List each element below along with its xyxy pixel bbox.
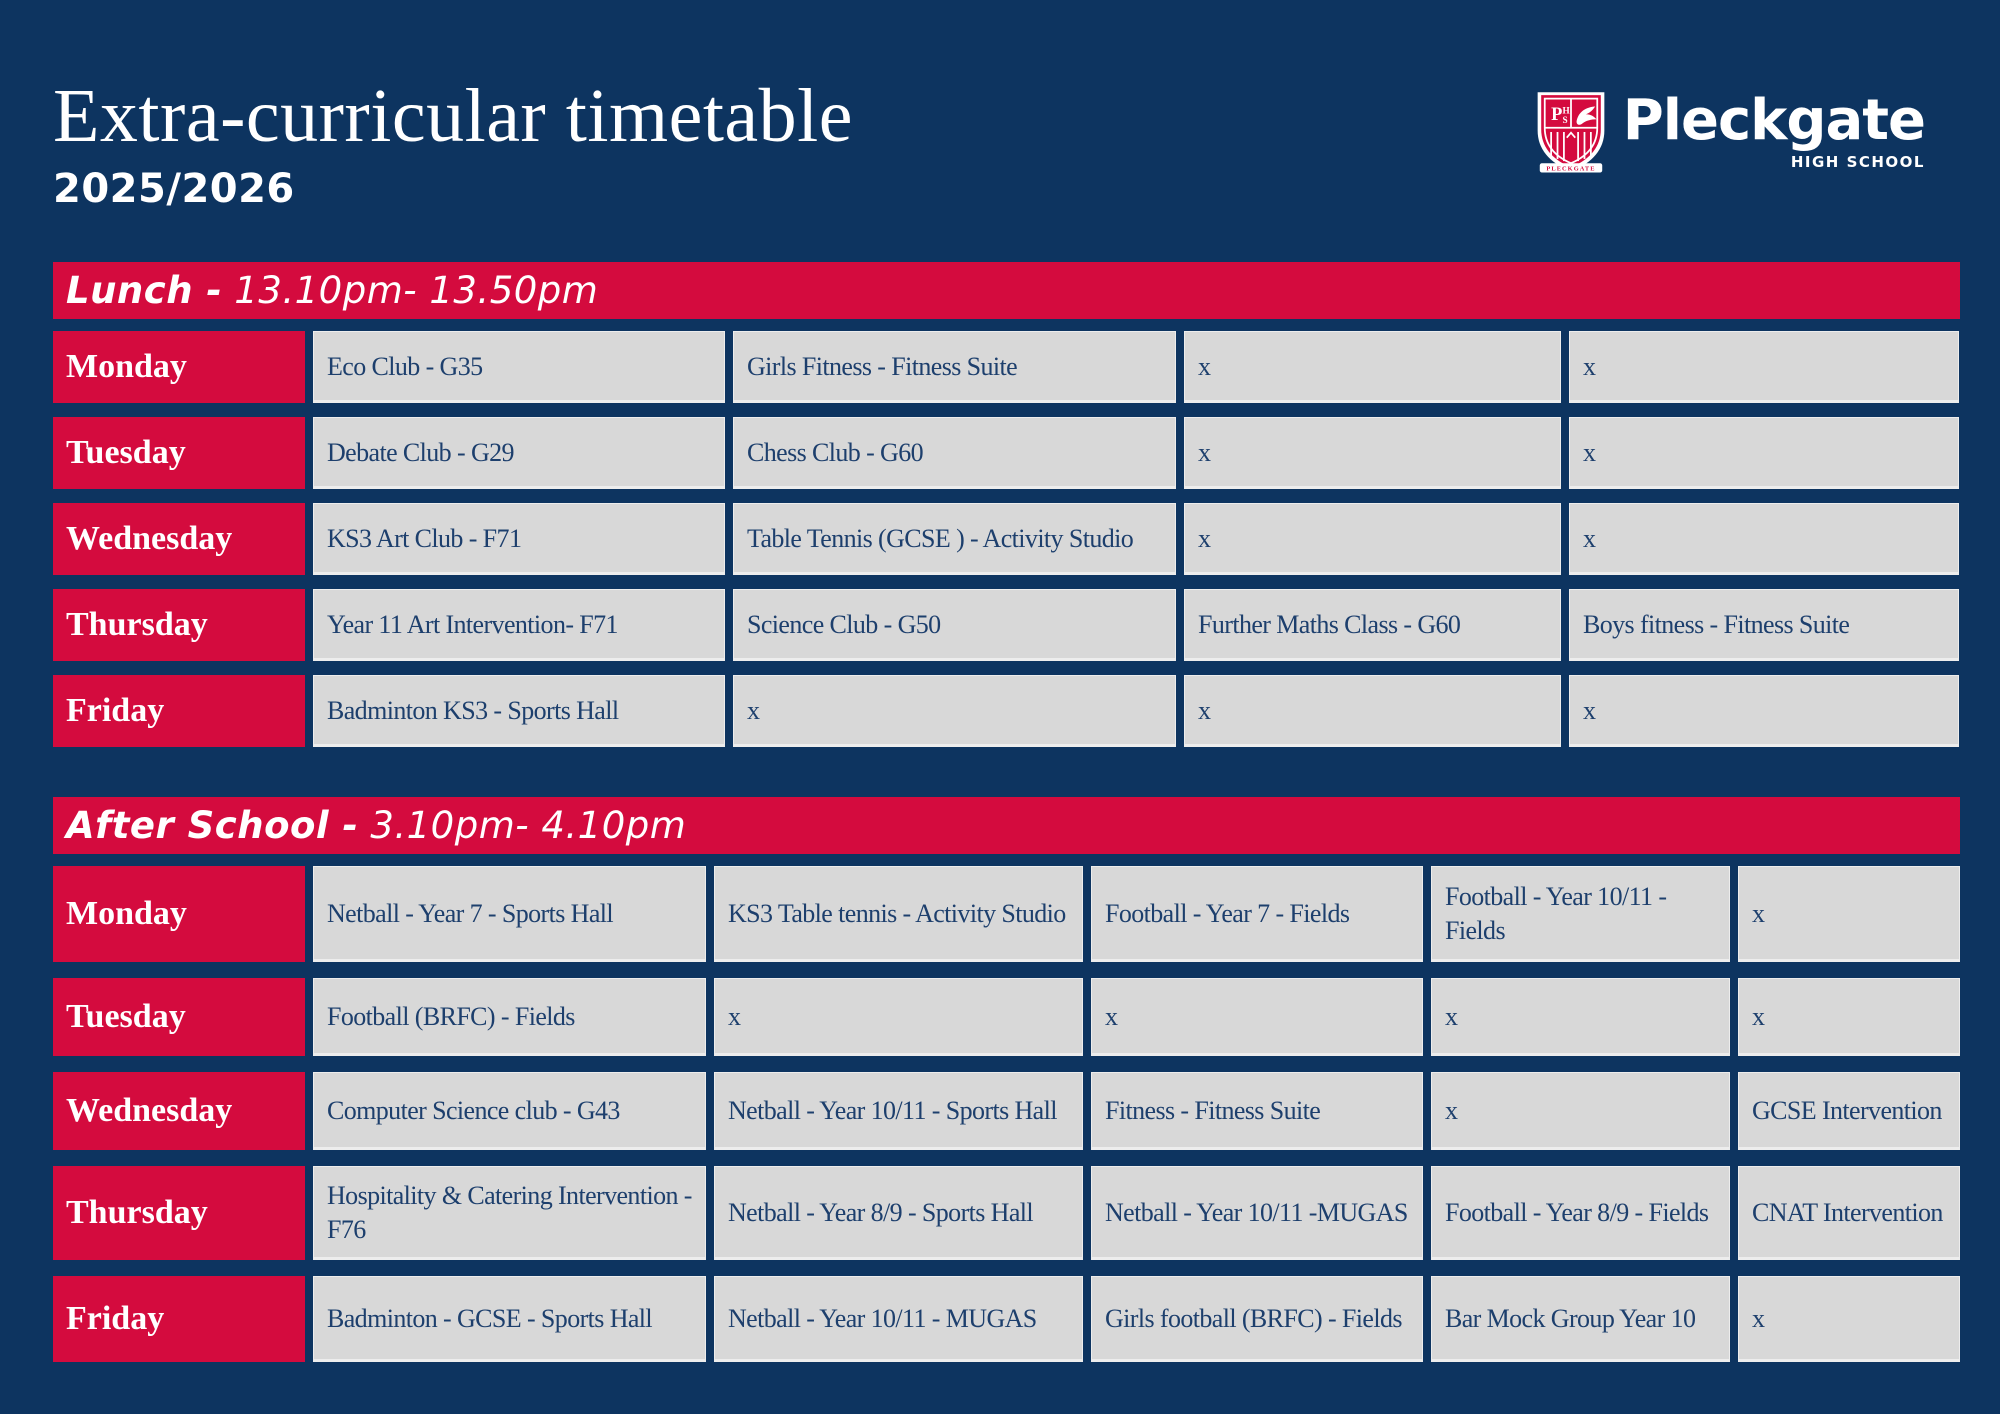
timetable-cell: x (1569, 417, 1959, 489)
timetable-cell: Further Maths Class - G60 (1184, 589, 1561, 661)
timetable-cell: x (1091, 978, 1423, 1056)
timetable-cell: x (1431, 978, 1730, 1056)
crest-letter-p: P (1551, 104, 1562, 124)
timetable-cell: Football - Year 7 - Fields (1091, 866, 1423, 962)
crest-letter-h: H (1562, 106, 1570, 116)
section-label: After School - (66, 804, 359, 847)
section-banner-lunch: Lunch - 13.10pm- 13.50pm (53, 262, 1960, 319)
timetable-cell: Fitness - Fitness Suite (1091, 1072, 1423, 1150)
page-header: Extra-curricular timetable 2025/2026 P H… (53, 0, 1960, 212)
after-school-table: Monday Netball - Year 7 - Sports Hall KS… (53, 866, 1960, 1362)
timetable-cell: Hospitality & Catering Intervention - F7… (313, 1166, 706, 1260)
day-label: Thursday (53, 1166, 305, 1260)
timetable-cell: Eco Club - G35 (313, 331, 725, 403)
timetable-cell: KS3 Art Club - F71 (313, 503, 725, 575)
section-time: 13.10pm- 13.50pm (234, 269, 599, 312)
timetable-cell: Football - Year 10/11 - Fields (1431, 866, 1730, 962)
page-year: 2025/2026 (53, 166, 295, 212)
timetable-cell: GCSE Intervention (1738, 1072, 1960, 1150)
day-label: Monday (53, 866, 305, 962)
timetable-cell: x (1184, 331, 1561, 403)
timetable-cell: x (714, 978, 1083, 1056)
timetable-cell: x (1569, 503, 1959, 575)
timetable-cell: Netball - Year 8/9 - Sports Hall (714, 1166, 1083, 1260)
school-logo-text: Pleckgate HIGH SCHOOL (1622, 88, 1926, 172)
timetable-cell: Debate Club - G29 (313, 417, 725, 489)
day-label: Friday (53, 1276, 305, 1362)
crest-letter-s: S (1562, 115, 1567, 125)
timetable-cell: x (1431, 1072, 1730, 1150)
day-label: Friday (53, 675, 305, 747)
timetable-cell: Football - Year 8/9 - Fields (1431, 1166, 1730, 1260)
timetable-cell: x (1738, 866, 1960, 962)
lunch-table: Monday Eco Club - G35 Girls Fitness - Fi… (53, 331, 1960, 747)
school-name: Pleckgate (1622, 88, 1926, 153)
timetable-cell: Table Tennis (GCSE ) - Activity Studio (733, 503, 1176, 575)
timetable-cell: x (733, 675, 1176, 747)
timetable-cell: x (1738, 978, 1960, 1056)
timetable-cell: Girls Fitness - Fitness Suite (733, 331, 1176, 403)
timetable-cell: Chess Club - G60 (733, 417, 1176, 489)
timetable-cell: Netball - Year 10/11 -MUGAS (1091, 1166, 1423, 1260)
timetable-cell: Year 11 Art Intervention- F71 (313, 589, 725, 661)
timetable-cell: x (1738, 1276, 1960, 1362)
timetable-cell: Boys fitness - Fitness Suite (1569, 589, 1959, 661)
timetable-cell: Science Club - G50 (733, 589, 1176, 661)
timetable-cell: Football (BRFC) - Fields (313, 978, 706, 1056)
timetable-cell: KS3 Table tennis - Activity Studio (714, 866, 1083, 962)
timetable-cell: Netball - Year 7 - Sports Hall (313, 866, 706, 962)
timetable-cell: CNAT Intervention (1738, 1166, 1960, 1260)
timetable-cell: x (1569, 675, 1959, 747)
crest-dove-icon (1576, 106, 1597, 125)
timetable-cell: Girls football (BRFC) - Fields (1091, 1276, 1423, 1362)
day-label: Wednesday (53, 503, 305, 575)
school-crest-icon: P H S PLECKGATE (1537, 92, 1605, 173)
timetable-cell: x (1184, 417, 1561, 489)
timetable-cell: x (1184, 675, 1561, 747)
timetable-cell: x (1184, 503, 1561, 575)
timetable-cell: x (1569, 331, 1959, 403)
timetable-cell: Badminton KS3 - Sports Hall (313, 675, 725, 747)
timetable-cell: Bar Mock Group Year 10 (1431, 1276, 1730, 1362)
page-title: Extra-curricular timetable (53, 74, 854, 158)
day-label: Tuesday (53, 417, 305, 489)
day-label: Wednesday (53, 1072, 305, 1150)
school-type: HIGH SCHOOL (1790, 153, 1925, 171)
timetable-cell: Badminton - GCSE - Sports Hall (313, 1276, 706, 1362)
section-label: Lunch - (66, 269, 223, 312)
school-logo: P H S PLECKGATE Pleckgate HIGH SCHO (1535, 88, 1926, 176)
day-label: Monday (53, 331, 305, 403)
section-time: 3.10pm- 4.10pm (370, 804, 687, 847)
timetable-cell: Netball - Year 10/11 - Sports Hall (714, 1072, 1083, 1150)
timetable-page: Extra-curricular timetable 2025/2026 P H… (53, 0, 1960, 1362)
day-label: Thursday (53, 589, 305, 661)
crest-ribbon-text: PLECKGATE (1546, 165, 1595, 172)
timetable-cell: Netball - Year 10/11 - MUGAS (714, 1276, 1083, 1362)
timetable-cell: Computer Science club - G43 (313, 1072, 706, 1150)
day-label: Tuesday (53, 978, 305, 1056)
section-banner-after-school: After School - 3.10pm- 4.10pm (53, 797, 1960, 854)
